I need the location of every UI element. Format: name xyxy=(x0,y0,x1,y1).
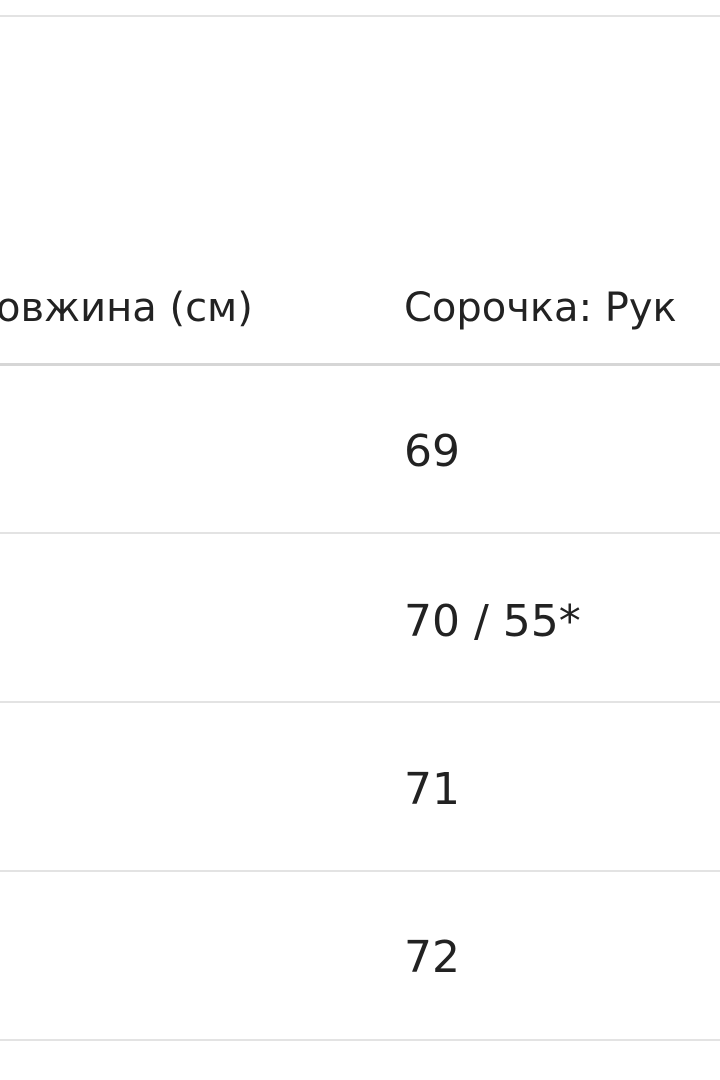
table-cell: 69 xyxy=(404,426,460,477)
column-header: Сорочка: Рук xyxy=(404,285,677,331)
row-border xyxy=(0,1039,720,1041)
row-border xyxy=(0,701,720,703)
column-header: овжина (см) xyxy=(0,285,253,331)
row-border xyxy=(0,532,720,534)
table-cell: 71 xyxy=(404,764,460,815)
header-border xyxy=(0,363,720,366)
table-cell: 70 / 55* xyxy=(404,596,581,647)
top-border xyxy=(0,15,720,17)
table-cell: 72 xyxy=(404,932,460,983)
row-border xyxy=(0,870,720,872)
